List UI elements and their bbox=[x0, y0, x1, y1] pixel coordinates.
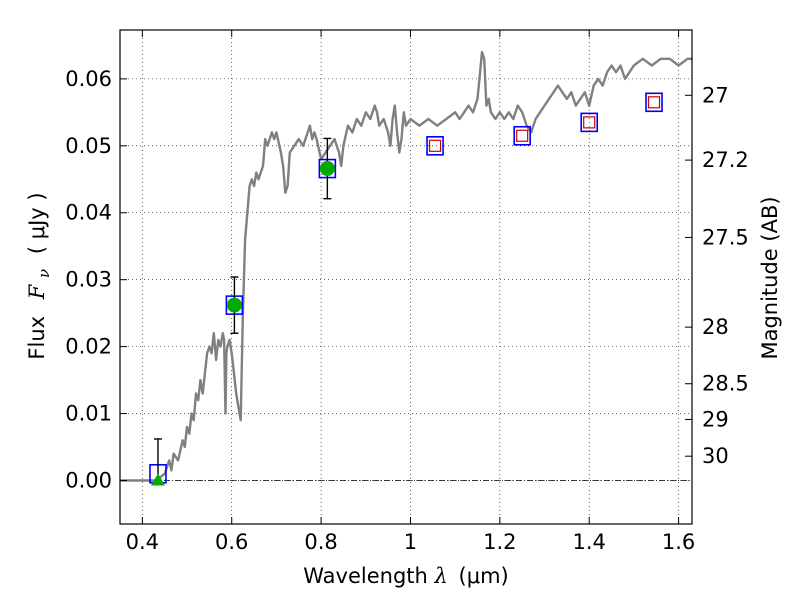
mag-tick-label: 28.5 bbox=[702, 372, 749, 396]
x-tick-label: 0.6 bbox=[215, 530, 248, 554]
spectrum-layer bbox=[120, 50, 692, 482]
y-tick-label: 0.03 bbox=[65, 268, 112, 292]
y-axis-title: Flux F ν ( μJy ) bbox=[25, 192, 54, 359]
observed-flux-point bbox=[319, 161, 335, 177]
x-tick-label: 0.4 bbox=[126, 530, 159, 554]
mag-tick-label: 27 bbox=[702, 83, 729, 107]
y-axis-title-unit: ( μJy ) bbox=[25, 192, 49, 254]
y-tick-label: 0.06 bbox=[65, 67, 112, 91]
y-tick-label: 0.00 bbox=[65, 468, 112, 492]
x-axis-title-symbol: λ bbox=[434, 564, 448, 588]
y-tick-label: 0.01 bbox=[65, 402, 112, 426]
model-spectrum-line bbox=[120, 50, 692, 482]
model-photometry-inner-box bbox=[647, 96, 661, 109]
observed-flux-point bbox=[226, 297, 242, 313]
right-axis-title: Magnitude (AB) bbox=[758, 196, 782, 359]
points-layer bbox=[149, 92, 663, 486]
model-photometry-box bbox=[580, 112, 599, 133]
magnitude-axis: 27 27.2 27.5 28 28.5 29 30 bbox=[685, 83, 749, 468]
y-tick-label: 0.04 bbox=[65, 201, 112, 225]
mag-tick-label: 30 bbox=[702, 444, 729, 468]
y-tick-label: 0.02 bbox=[65, 335, 112, 359]
y-axis: 0.00 0.01 0.02 0.03 0.04 0.05 0.06 bbox=[65, 67, 127, 492]
model-photometry-inner-box bbox=[516, 129, 529, 142]
mag-tick-label: 27.5 bbox=[702, 225, 749, 249]
grid-lines bbox=[120, 30, 692, 524]
x-tick-label: 1.4 bbox=[573, 530, 606, 554]
y-tick-label: 0.05 bbox=[65, 134, 112, 158]
y-axis-title-text: Flux bbox=[25, 316, 49, 360]
x-tick-label: 0.8 bbox=[304, 530, 337, 554]
x-axis-title-unit: (μm) bbox=[459, 564, 509, 588]
model-photometry-box bbox=[513, 125, 531, 146]
plot-frame bbox=[119, 29, 693, 525]
y-axis-title-symbol: F bbox=[25, 283, 49, 300]
x-tick-label: 1.6 bbox=[662, 530, 695, 554]
model-photometry-box bbox=[426, 136, 444, 156]
mag-tick-label: 29 bbox=[702, 407, 729, 431]
mag-tick-label: 28 bbox=[702, 315, 729, 339]
model-photometry-inner-box bbox=[583, 116, 596, 129]
y-axis-title-subscript: ν bbox=[35, 269, 53, 278]
model-photometry-inner-box bbox=[428, 139, 442, 152]
x-tick-label: 1.2 bbox=[483, 530, 516, 554]
x-axis-title: Wavelength λ (μm) bbox=[303, 564, 508, 588]
non-detection-triangle bbox=[150, 473, 165, 486]
x-axis-title-text: Wavelength bbox=[303, 564, 428, 588]
mag-tick-label: 27.2 bbox=[702, 148, 749, 172]
x-tick-label: 1 bbox=[404, 530, 417, 554]
model-photometry-box bbox=[645, 92, 663, 113]
x-axis: 0.4 0.6 0.8 1 1.2 1.4 1.6 bbox=[126, 30, 695, 554]
